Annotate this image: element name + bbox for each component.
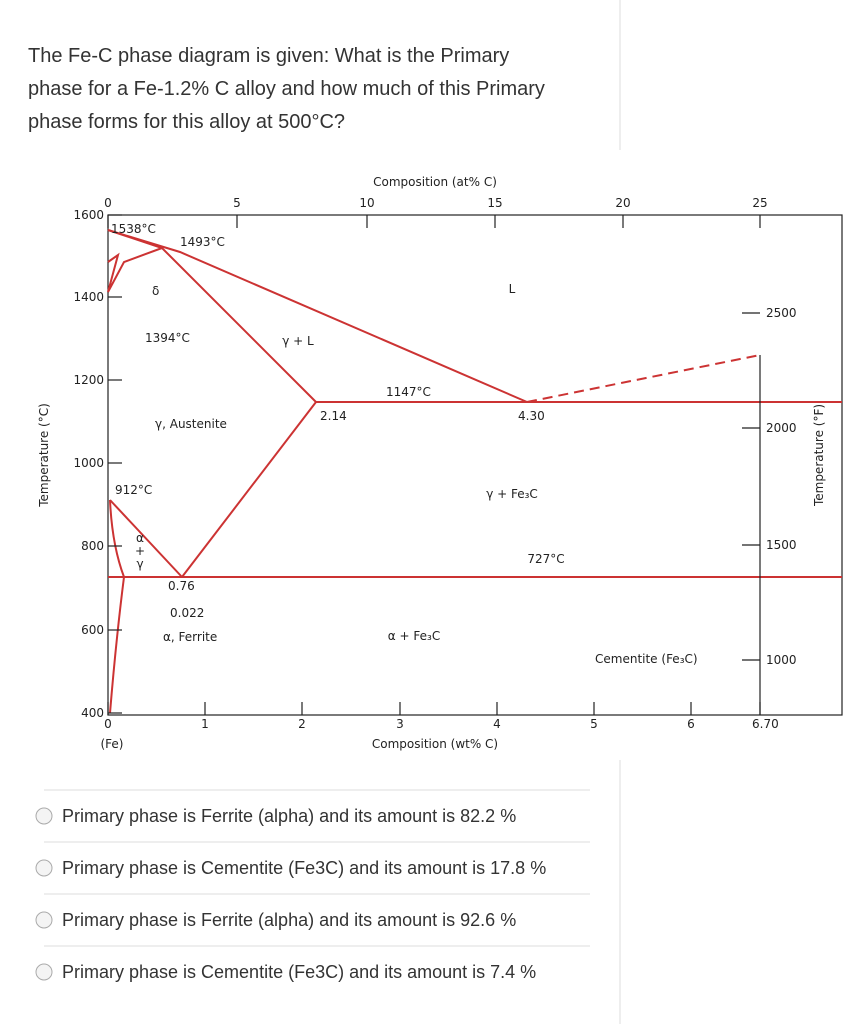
radio-button[interactable] [35,963,53,981]
annotation: α, Ferrite [163,630,217,644]
plot-frame [107,214,843,716]
tick-label: 600 [81,623,104,637]
tick-label: 6.70 [752,717,779,731]
tick-label: 1500 [766,538,797,552]
axis-title: Temperature (°C) [37,403,51,508]
annotation: 912°C [115,483,152,497]
option-text[interactable]: Primary phase is Cementite (Fe3C) and it… [62,858,546,878]
radio-button[interactable] [35,807,53,825]
alpha-solvus [109,499,126,714]
tick-label: 2 [298,717,306,731]
annotation: 4.30 [518,409,545,423]
radio-button[interactable] [35,859,53,877]
option-text[interactable]: Primary phase is Ferrite (alpha) and its… [62,910,516,930]
delta-region [107,247,163,293]
tick-label: 20 [615,196,630,210]
annotation: α [136,531,144,545]
tick-label: 6 [687,717,695,731]
annotation: γ, Austenite [155,417,227,431]
tick-label: 1200 [73,373,104,387]
tick-label: 1400 [73,290,104,304]
question-text: phase for a Fe-1.2% C alloy and how much… [28,78,545,100]
tick-label: 1000 [73,456,104,470]
question-text: The Fe-C phase diagram is given: What is… [28,45,509,67]
tick-label: 2000 [766,421,797,435]
tick-label: 4 [493,717,501,731]
tick-label: 5 [233,196,241,210]
tick-label: 800 [81,539,104,553]
tick-label: 400 [81,706,104,720]
annotation: 0.76 [168,579,195,593]
tick-label: 3 [396,717,404,731]
annotation: 0.022 [170,606,204,620]
a3-line [109,499,183,578]
tick-label: 15 [487,196,502,210]
annotation: 1538°C [111,222,156,236]
axis-title: Composition (at% C) [373,175,497,189]
tick-label: 10 [359,196,374,210]
annotation: γ [136,557,143,571]
annotation: 1493°C [180,235,225,249]
annotation: 1147°C [386,385,431,399]
annotation: γ + L [282,334,314,348]
annotation: 727°C [527,552,564,566]
tick-label: 0 [104,717,112,731]
annotation: γ + Fe₃C [486,487,538,501]
annotation: 1394°C [145,331,190,345]
axis-label: (Fe) [101,737,124,751]
tick-label: 0 [104,196,112,210]
axis-title: Temperature (°F) [812,404,826,507]
tick-label: 1000 [766,653,797,667]
option-text[interactable]: Primary phase is Cementite (Fe3C) and it… [62,962,536,982]
radio-button[interactable] [35,911,53,929]
annotation: Cementite (Fe₃C) [595,652,698,666]
liquidus-dashed [526,354,761,403]
diagram [107,214,843,716]
tick-label: 25 [752,196,767,210]
tick-label: 5 [590,717,598,731]
annotation: + [135,544,145,558]
question-text: phase forms for this alloy at 500°C? [28,111,345,133]
acm-line [181,401,317,578]
axis-title: Composition (wt% C) [372,737,498,751]
liquidus [107,229,528,403]
annotation: δ [152,284,159,298]
annotation: 2.14 [320,409,347,423]
option-text[interactable]: Primary phase is Ferrite (alpha) and its… [62,806,516,826]
annotation: α + Fe₃C [388,629,440,643]
tick-label: 2500 [766,306,797,320]
tick-label: 1 [201,717,209,731]
annotation: L [509,282,516,296]
tick-label: 1600 [73,208,104,222]
